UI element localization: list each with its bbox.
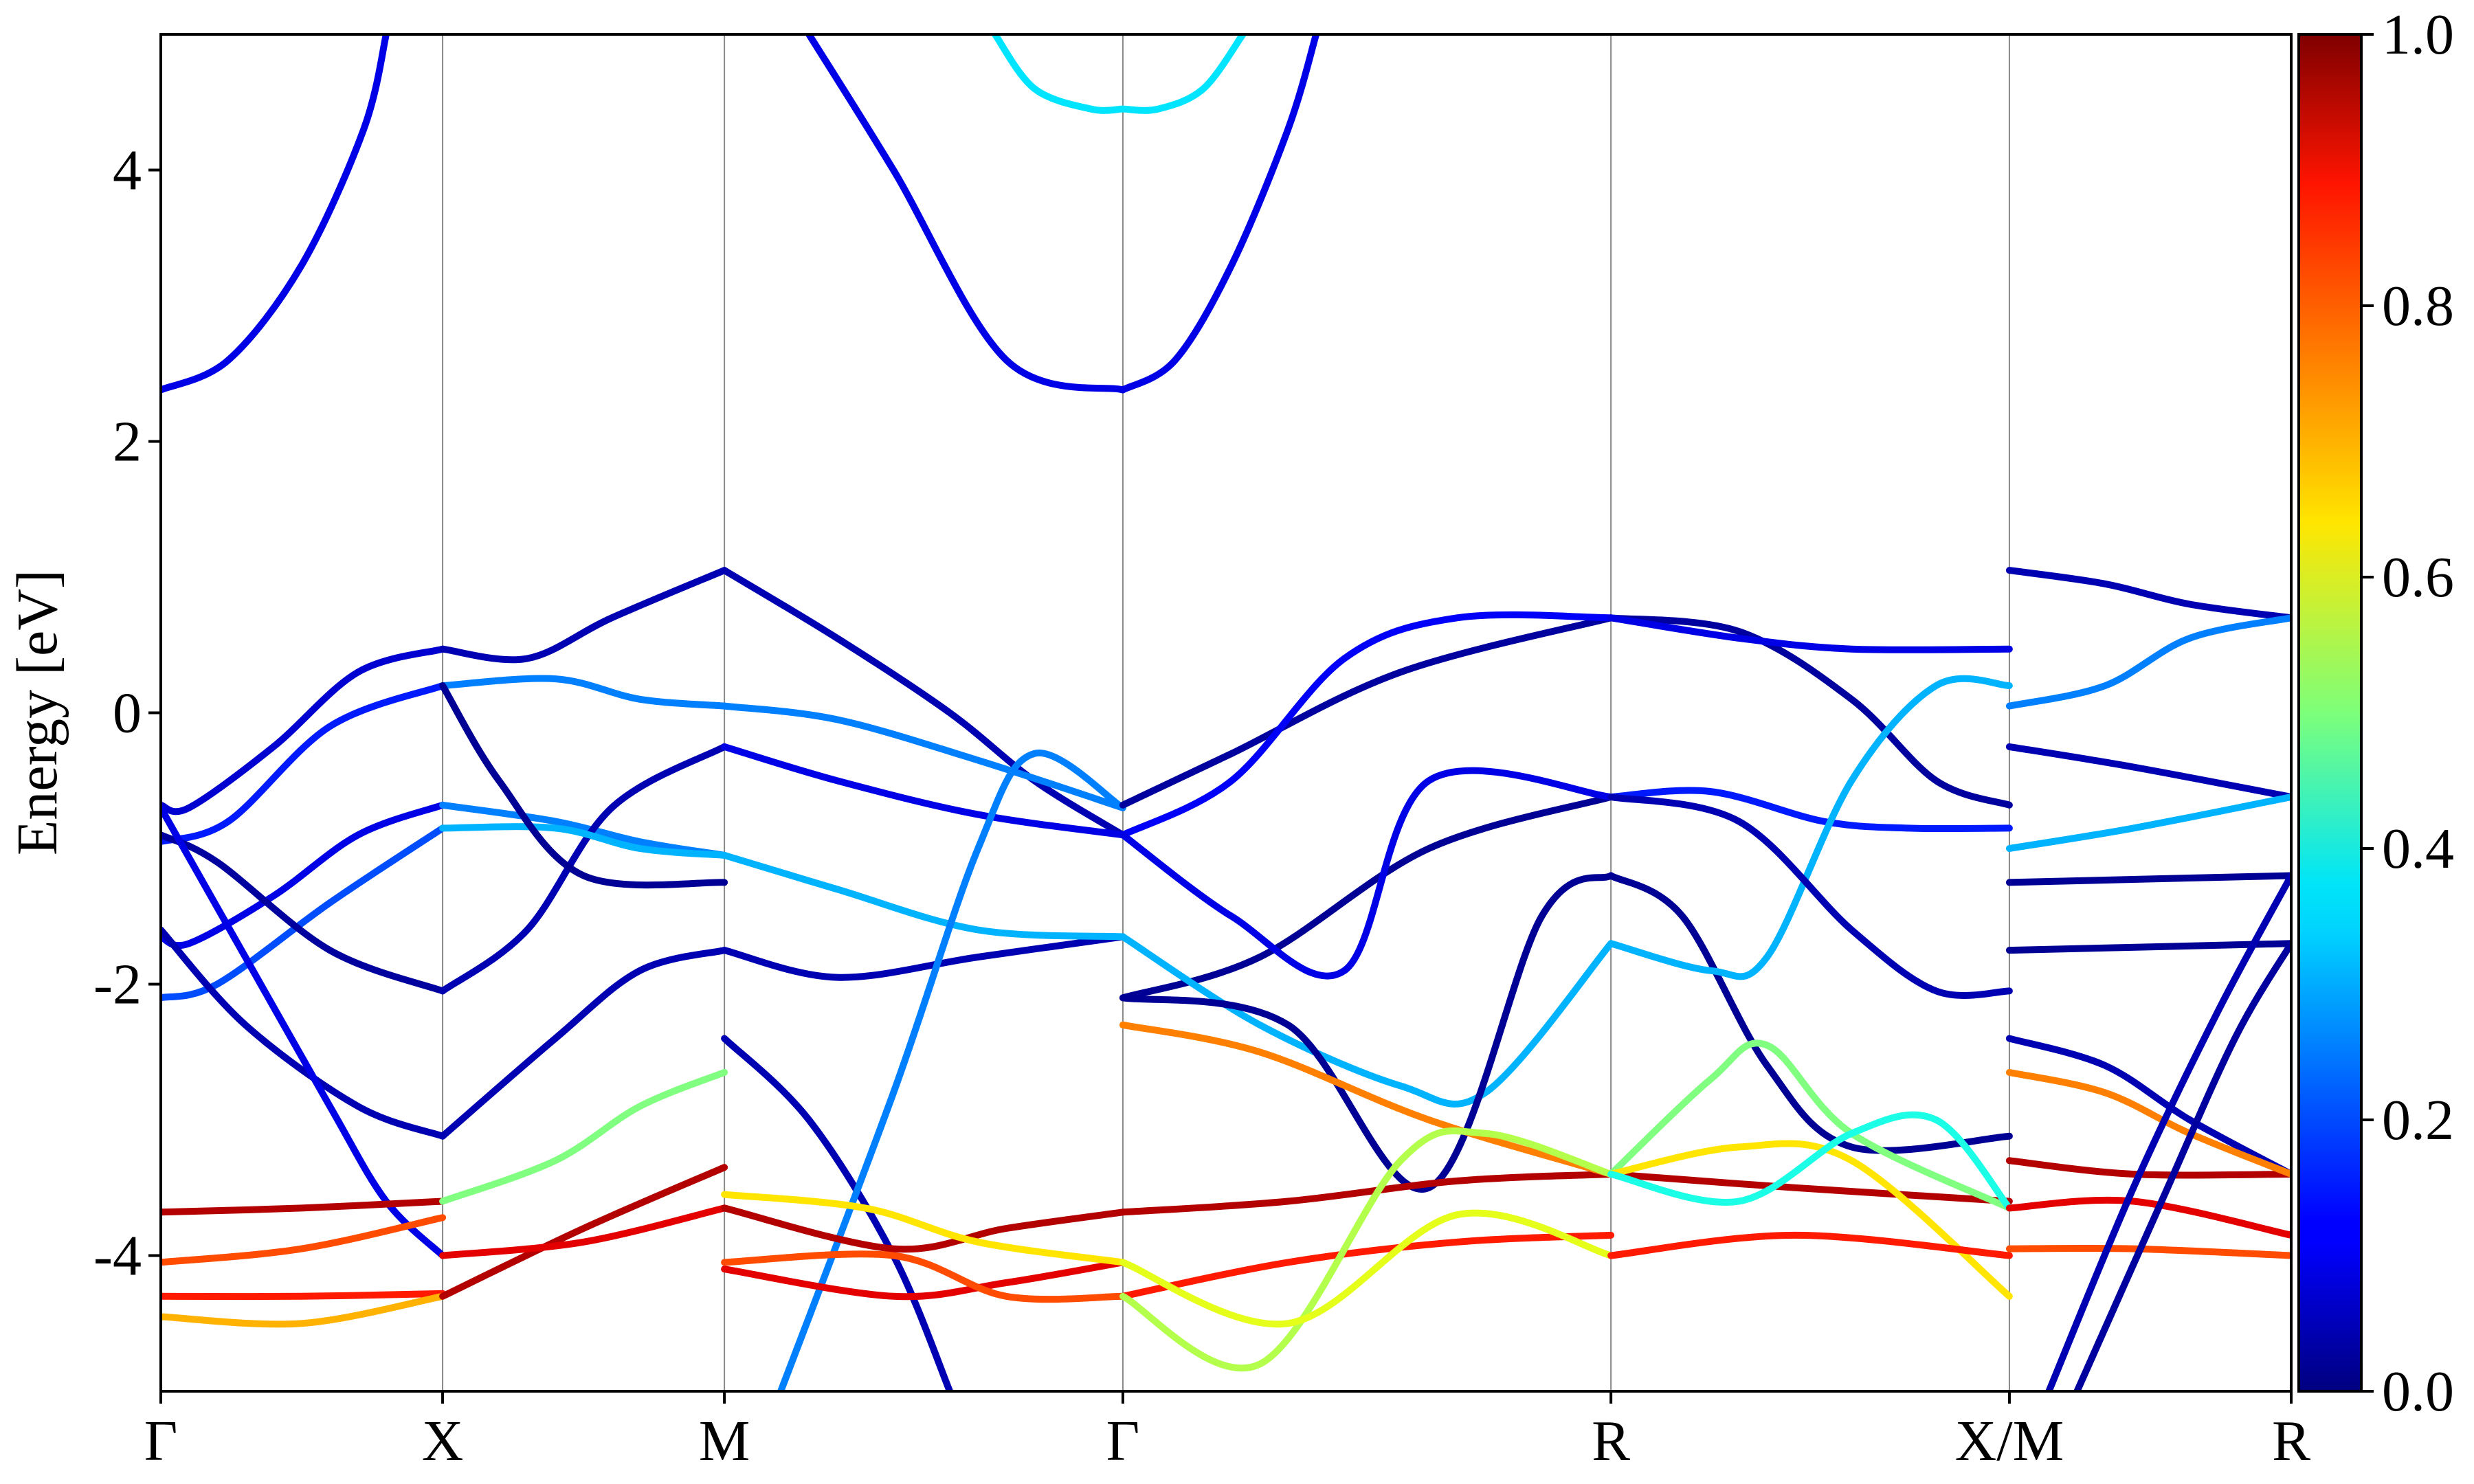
band-line-23 bbox=[721, 702, 1126, 811]
y-tick-label: 0 bbox=[113, 682, 142, 745]
band-line-68 bbox=[2005, 1196, 2291, 1239]
band-line-9 bbox=[161, 1214, 447, 1266]
band-line-16 bbox=[439, 823, 728, 859]
colorbar-tick-label: 0.2 bbox=[2382, 1088, 2454, 1152]
band-line-59 bbox=[2005, 567, 2291, 622]
x-tick-label: R bbox=[2272, 1409, 2310, 1473]
band-line-4 bbox=[161, 824, 447, 1002]
y-axis-title: Energy [eV] bbox=[5, 570, 69, 855]
band-line-44 bbox=[1119, 1021, 1615, 1178]
y-tick-label: 2 bbox=[113, 410, 142, 474]
band-line-31 bbox=[721, 1250, 1126, 1303]
x-axis: Γ X M Γ R X/M R bbox=[144, 1391, 2310, 1473]
band-line-36 bbox=[1119, 34, 1247, 114]
band-line-61 bbox=[2005, 743, 2291, 800]
y-tick-label: 4 bbox=[113, 139, 142, 203]
band-line-42 bbox=[1119, 872, 1615, 1193]
band-line-20 bbox=[439, 1164, 728, 1300]
band-line-18 bbox=[439, 947, 728, 1140]
band-line-58 bbox=[1607, 1111, 2013, 1212]
band-line-51 bbox=[1607, 872, 2013, 1154]
band-line-25 bbox=[721, 933, 1126, 981]
band-line-17 bbox=[439, 682, 728, 889]
band-line-32 bbox=[721, 1191, 1126, 1266]
band-line-70 bbox=[2045, 872, 2291, 1391]
x-tick-label: R bbox=[1592, 1409, 1630, 1473]
band-line-29 bbox=[721, 1204, 1126, 1253]
band-line-12 bbox=[439, 567, 728, 664]
band-line-39 bbox=[1119, 794, 1615, 1002]
band-line-0 bbox=[161, 34, 390, 394]
band-line-53 bbox=[1607, 794, 2013, 999]
band-line-6 bbox=[161, 926, 447, 1140]
band-line-35 bbox=[1119, 34, 1320, 394]
band-line-11 bbox=[161, 1292, 447, 1328]
band-line-13 bbox=[439, 675, 728, 710]
band-line-55 bbox=[1607, 1039, 2013, 1212]
band-line-49 bbox=[1607, 614, 2013, 653]
band-line-71 bbox=[2073, 940, 2291, 1391]
colorbar-tick-label: 0.8 bbox=[2382, 274, 2454, 338]
band-line-3 bbox=[161, 801, 447, 949]
band-line-66 bbox=[2005, 1157, 2291, 1179]
band-line-52 bbox=[1607, 675, 2013, 980]
band-line-40 bbox=[1119, 767, 1615, 980]
band-line-63 bbox=[2005, 872, 2291, 886]
band-line-1 bbox=[161, 645, 447, 816]
band-line-62 bbox=[2005, 794, 2291, 852]
x-tick-label: Γ bbox=[1106, 1409, 1140, 1473]
band-line-26 bbox=[721, 851, 1126, 941]
band-line-8 bbox=[161, 1198, 447, 1216]
colorbar-tick-label: 0.0 bbox=[2382, 1360, 2454, 1424]
band-line-33 bbox=[805, 34, 1126, 394]
band-line-54 bbox=[1607, 1171, 2013, 1205]
x-tick-label: X/M bbox=[1955, 1409, 2064, 1473]
band-line-45 bbox=[1119, 1231, 1615, 1300]
band-line-65 bbox=[2005, 1035, 2291, 1178]
band-line-43 bbox=[1119, 1171, 1615, 1216]
band-line-22 bbox=[721, 567, 1126, 839]
band-line-10 bbox=[161, 1290, 447, 1301]
band-line-28 bbox=[777, 749, 1126, 1391]
band-line-47 bbox=[1119, 1209, 1615, 1328]
band-line-2 bbox=[161, 682, 447, 846]
colorbar bbox=[2297, 33, 2363, 1393]
colorbar-tick-label: 0.6 bbox=[2382, 546, 2454, 609]
band-line-21 bbox=[439, 1204, 728, 1259]
band-line-34 bbox=[991, 34, 1126, 114]
band-line-69 bbox=[2005, 1244, 2291, 1259]
band-lines bbox=[161, 34, 2291, 1391]
colorbar-tick-label: 0.4 bbox=[2382, 817, 2454, 881]
y-tick-label: -4 bbox=[93, 1224, 142, 1288]
band-line-46 bbox=[1119, 1127, 1615, 1372]
colorbar-ticks: 0.0 0.2 0.4 0.6 0.8 1.0 bbox=[2361, 3, 2454, 1424]
band-line-38 bbox=[1119, 611, 1615, 839]
band-line-37 bbox=[1119, 614, 1615, 809]
band-line-50 bbox=[1607, 787, 2013, 833]
colorbar-tick-label: 1.0 bbox=[2382, 3, 2454, 67]
band-line-64 bbox=[2005, 940, 2291, 954]
band-line-67 bbox=[2005, 1068, 2291, 1178]
band-line-24 bbox=[721, 743, 1126, 839]
band-line-19 bbox=[439, 1068, 728, 1205]
x-tick-label: X bbox=[422, 1409, 464, 1473]
band-line-48 bbox=[1607, 614, 2013, 809]
y-axis: 4 2 0 -2 -4 bbox=[93, 139, 161, 1288]
x-tick-label: M bbox=[699, 1409, 750, 1473]
x-tick-label: Γ bbox=[144, 1409, 178, 1473]
band-line-30 bbox=[721, 1259, 1126, 1301]
band-line-5 bbox=[161, 831, 447, 995]
band-line-60 bbox=[2005, 614, 2291, 710]
band-line-56 bbox=[1607, 1140, 2013, 1300]
band-line-57 bbox=[1607, 1231, 2013, 1259]
band-line-41 bbox=[1119, 933, 1615, 1108]
y-tick-label: -2 bbox=[93, 953, 142, 1017]
band-line-7 bbox=[161, 804, 447, 1259]
